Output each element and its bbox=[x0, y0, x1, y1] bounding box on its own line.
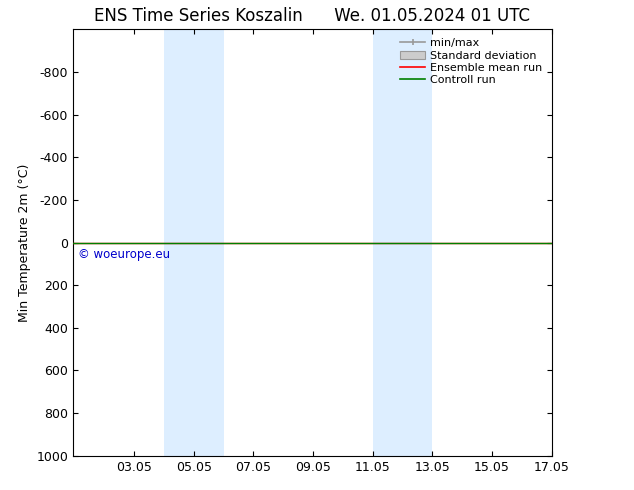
Title: ENS Time Series Koszalin      We. 01.05.2024 01 UTC: ENS Time Series Koszalin We. 01.05.2024 … bbox=[94, 7, 530, 25]
Text: © woeurope.eu: © woeurope.eu bbox=[78, 248, 170, 261]
Bar bbox=[373, 29, 432, 456]
Bar bbox=[164, 29, 224, 456]
Y-axis label: Min Temperature 2m (°C): Min Temperature 2m (°C) bbox=[18, 163, 30, 322]
Legend: min/max, Standard deviation, Ensemble mean run, Controll run: min/max, Standard deviation, Ensemble me… bbox=[397, 35, 546, 88]
